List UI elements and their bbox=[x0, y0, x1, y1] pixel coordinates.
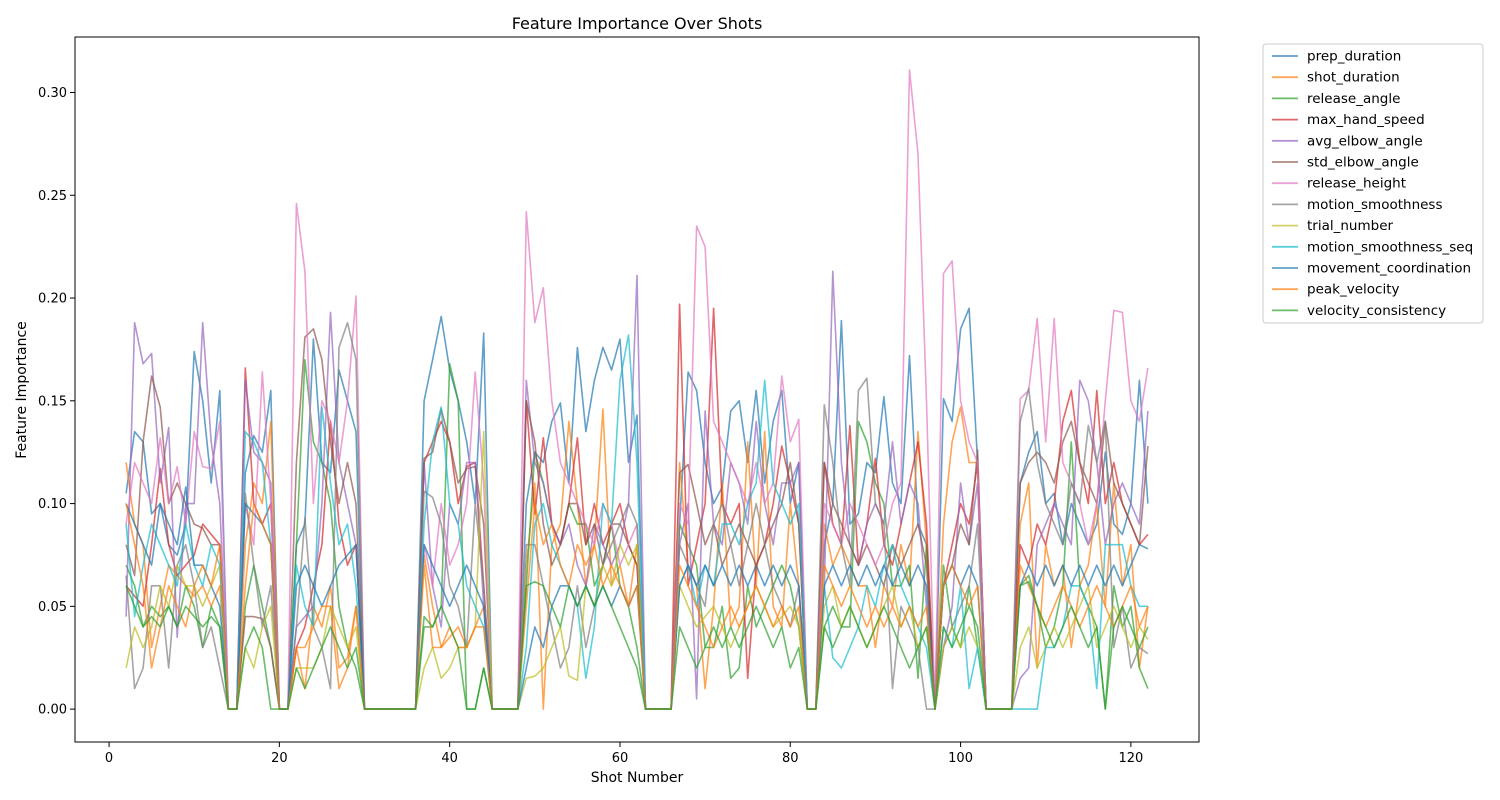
legend-label: motion_smoothness_seq bbox=[1307, 239, 1473, 255]
x-tick-label: 20 bbox=[271, 751, 288, 766]
y-tick-label: 0.25 bbox=[38, 189, 67, 204]
y-tick-label: 0.20 bbox=[38, 292, 67, 307]
legend-label: prep_duration bbox=[1307, 49, 1401, 65]
legend-label: motion_smoothness bbox=[1307, 197, 1443, 213]
x-axis-label: Shot Number bbox=[591, 770, 684, 786]
y-axis-label: Feature Importance bbox=[14, 321, 30, 459]
legend-label: release_angle bbox=[1307, 91, 1400, 107]
plot-frame bbox=[74, 36, 1200, 743]
x-tick-label: 0 bbox=[105, 751, 113, 766]
y-tick-label: 0.10 bbox=[38, 497, 67, 512]
legend-label: trial_number bbox=[1307, 218, 1394, 234]
y-tick-label: 0.05 bbox=[38, 600, 67, 615]
legend-label: movement_coordination bbox=[1307, 261, 1471, 277]
series-line-velocity-consistency bbox=[125, 580, 1149, 710]
legend-items: prep_duration shot_duration release_anglem… bbox=[1272, 49, 1473, 319]
y-tick-label: 0.00 bbox=[38, 703, 67, 718]
x-tick-label: 60 bbox=[612, 751, 629, 766]
series-line-motion-smoothness bbox=[125, 321, 1149, 710]
legend-label: velocity_consistency bbox=[1307, 303, 1446, 319]
legend-label: avg_elbow_angle bbox=[1307, 133, 1423, 149]
y-axis: 0.00 0.05 0.10 0.15 0.20 0.25 0.30 bbox=[38, 86, 75, 718]
x-axis: 0 20 40 60 80 100 120 bbox=[105, 742, 1143, 766]
legend-label: std_elbow_angle bbox=[1307, 155, 1419, 171]
x-tick-label: 40 bbox=[441, 751, 458, 766]
legend: prep_duration shot_duration release_anglem… bbox=[1262, 43, 1484, 324]
legend-frame bbox=[1262, 43, 1484, 324]
legend-label: peak_velocity bbox=[1307, 282, 1399, 298]
x-tick-label: 120 bbox=[1118, 751, 1143, 766]
y-tick-label: 0.30 bbox=[38, 86, 67, 101]
plot-area bbox=[74, 36, 1200, 743]
legend-label: max_hand_speed bbox=[1307, 112, 1425, 128]
series-layer bbox=[125, 69, 1149, 710]
legend-label: release_height bbox=[1307, 176, 1406, 192]
x-tick-label: 80 bbox=[782, 751, 799, 766]
legend-label: shot_duration bbox=[1307, 70, 1400, 86]
y-tick-label: 0.15 bbox=[38, 394, 67, 409]
series-line-peak-velocity bbox=[125, 502, 1149, 710]
series-line-motion-smoothness-seq bbox=[125, 334, 1148, 710]
series-line-std-elbow-angle bbox=[125, 328, 1149, 710]
x-tick-label: 100 bbox=[948, 751, 973, 766]
chart-title: Feature Importance Over Shots bbox=[512, 14, 763, 33]
